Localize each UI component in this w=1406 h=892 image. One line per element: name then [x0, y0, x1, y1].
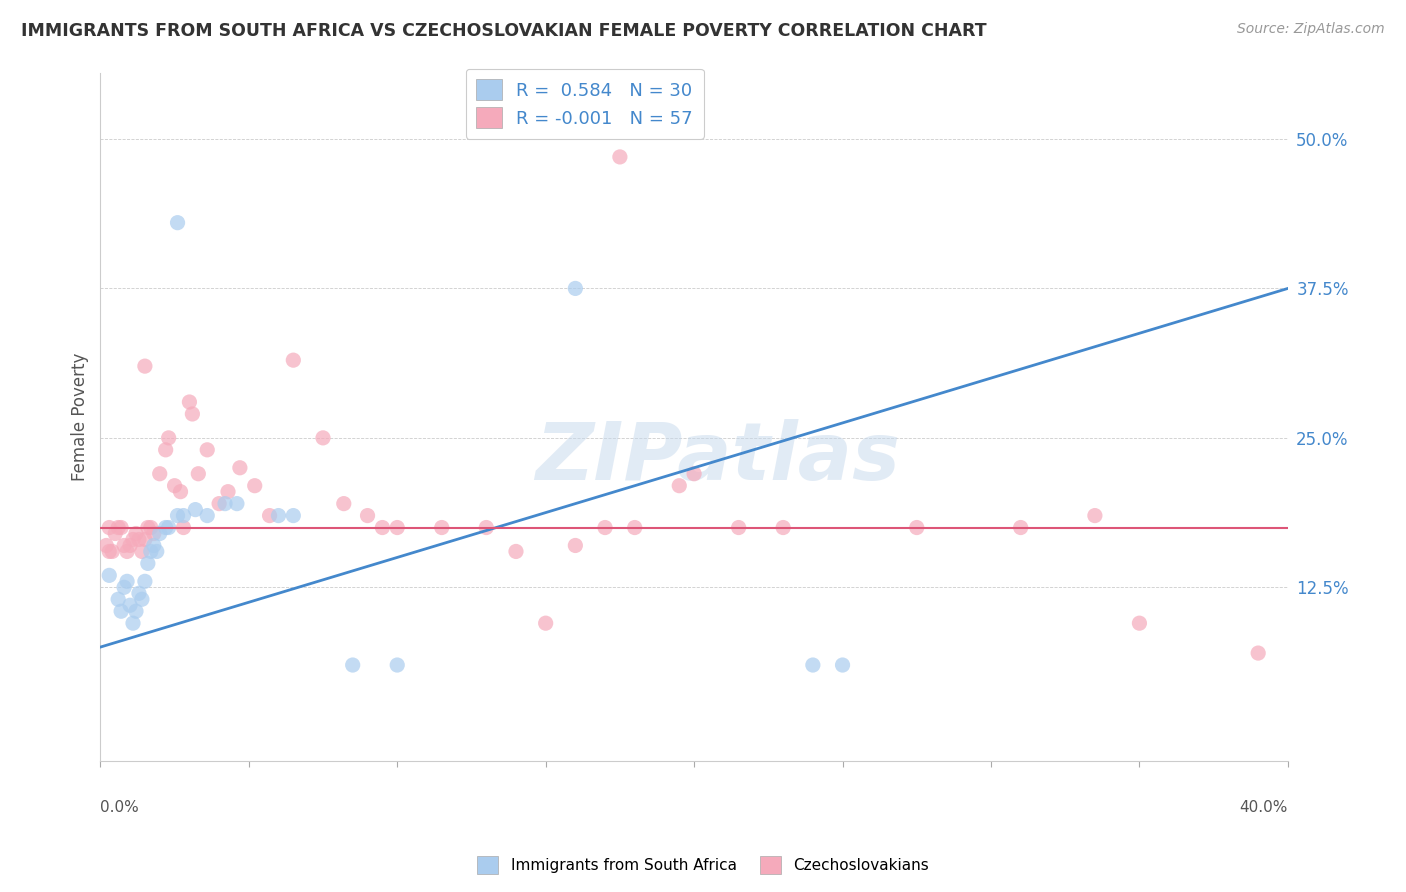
Point [312, 431, 335, 445]
Point [564, 539, 586, 553]
Point [217, 484, 239, 499]
Point [155, 442, 177, 457]
Point [107, 520, 129, 534]
Point [534, 616, 557, 631]
Point [128, 533, 150, 547]
Point [342, 658, 364, 673]
Point [139, 520, 162, 534]
Point [208, 497, 231, 511]
Point [115, 544, 138, 558]
Point [1128, 616, 1150, 631]
Point [131, 544, 153, 558]
Point [371, 520, 394, 534]
Point [155, 520, 177, 534]
Y-axis label: Female Poverty: Female Poverty [72, 352, 89, 481]
Point [134, 533, 156, 547]
Point [112, 539, 135, 553]
Point [107, 592, 129, 607]
Point [98, 520, 121, 534]
Point [125, 604, 148, 618]
Text: 40.0%: 40.0% [1240, 799, 1288, 814]
Point [145, 544, 167, 558]
Point [169, 484, 191, 499]
Point [430, 520, 453, 534]
Point [118, 599, 141, 613]
Point [181, 407, 204, 421]
Point [683, 467, 706, 481]
Point [226, 497, 249, 511]
Point [128, 586, 150, 600]
Point [1010, 520, 1032, 534]
Point [134, 574, 156, 589]
Point [110, 520, 132, 534]
Point [104, 526, 127, 541]
Legend: Immigrants from South Africa, Czechoslovakians: Immigrants from South Africa, Czechoslov… [471, 850, 935, 880]
Point [122, 533, 145, 547]
Point [101, 544, 124, 558]
Point [134, 359, 156, 373]
Point [831, 658, 853, 673]
Point [727, 520, 749, 534]
Point [149, 467, 172, 481]
Point [166, 216, 188, 230]
Point [118, 539, 141, 553]
Point [214, 497, 236, 511]
Point [163, 479, 186, 493]
Point [112, 580, 135, 594]
Point [1247, 646, 1270, 660]
Point [98, 568, 121, 582]
Legend: R =  0.584   N = 30, R = -0.001   N = 57: R = 0.584 N = 30, R = -0.001 N = 57 [465, 69, 703, 139]
Point [136, 557, 159, 571]
Point [243, 479, 266, 493]
Point [184, 502, 207, 516]
Text: ZIPatlas: ZIPatlas [536, 419, 900, 497]
Text: IMMIGRANTS FROM SOUTH AFRICA VS CZECHOSLOVAKIAN FEMALE POVERTY CORRELATION CHART: IMMIGRANTS FROM SOUTH AFRICA VS CZECHOSL… [21, 22, 987, 40]
Point [131, 592, 153, 607]
Point [772, 520, 794, 534]
Point [142, 539, 165, 553]
Point [122, 616, 145, 631]
Point [333, 497, 356, 511]
Point [229, 460, 252, 475]
Point [283, 353, 305, 368]
Point [166, 508, 188, 523]
Point [475, 520, 498, 534]
Point [259, 508, 281, 523]
Point [905, 520, 928, 534]
Point [668, 479, 690, 493]
Point [609, 150, 631, 164]
Point [136, 520, 159, 534]
Point [387, 520, 409, 534]
Point [1084, 508, 1107, 523]
Text: 0.0%: 0.0% [100, 799, 139, 814]
Point [149, 526, 172, 541]
Point [564, 281, 586, 295]
Point [195, 442, 218, 457]
Point [356, 508, 378, 523]
Point [142, 526, 165, 541]
Point [267, 508, 290, 523]
Point [96, 539, 118, 553]
Point [157, 520, 180, 534]
Point [172, 508, 194, 523]
Point [179, 395, 201, 409]
Point [115, 574, 138, 589]
Point [139, 544, 162, 558]
Point [593, 520, 616, 534]
Point [195, 508, 218, 523]
Point [387, 658, 409, 673]
Text: Source: ZipAtlas.com: Source: ZipAtlas.com [1237, 22, 1385, 37]
Point [157, 431, 180, 445]
Point [283, 508, 305, 523]
Point [623, 520, 645, 534]
Point [187, 467, 209, 481]
Point [98, 544, 121, 558]
Point [110, 604, 132, 618]
Point [801, 658, 824, 673]
Point [505, 544, 527, 558]
Point [172, 520, 194, 534]
Point [125, 526, 148, 541]
